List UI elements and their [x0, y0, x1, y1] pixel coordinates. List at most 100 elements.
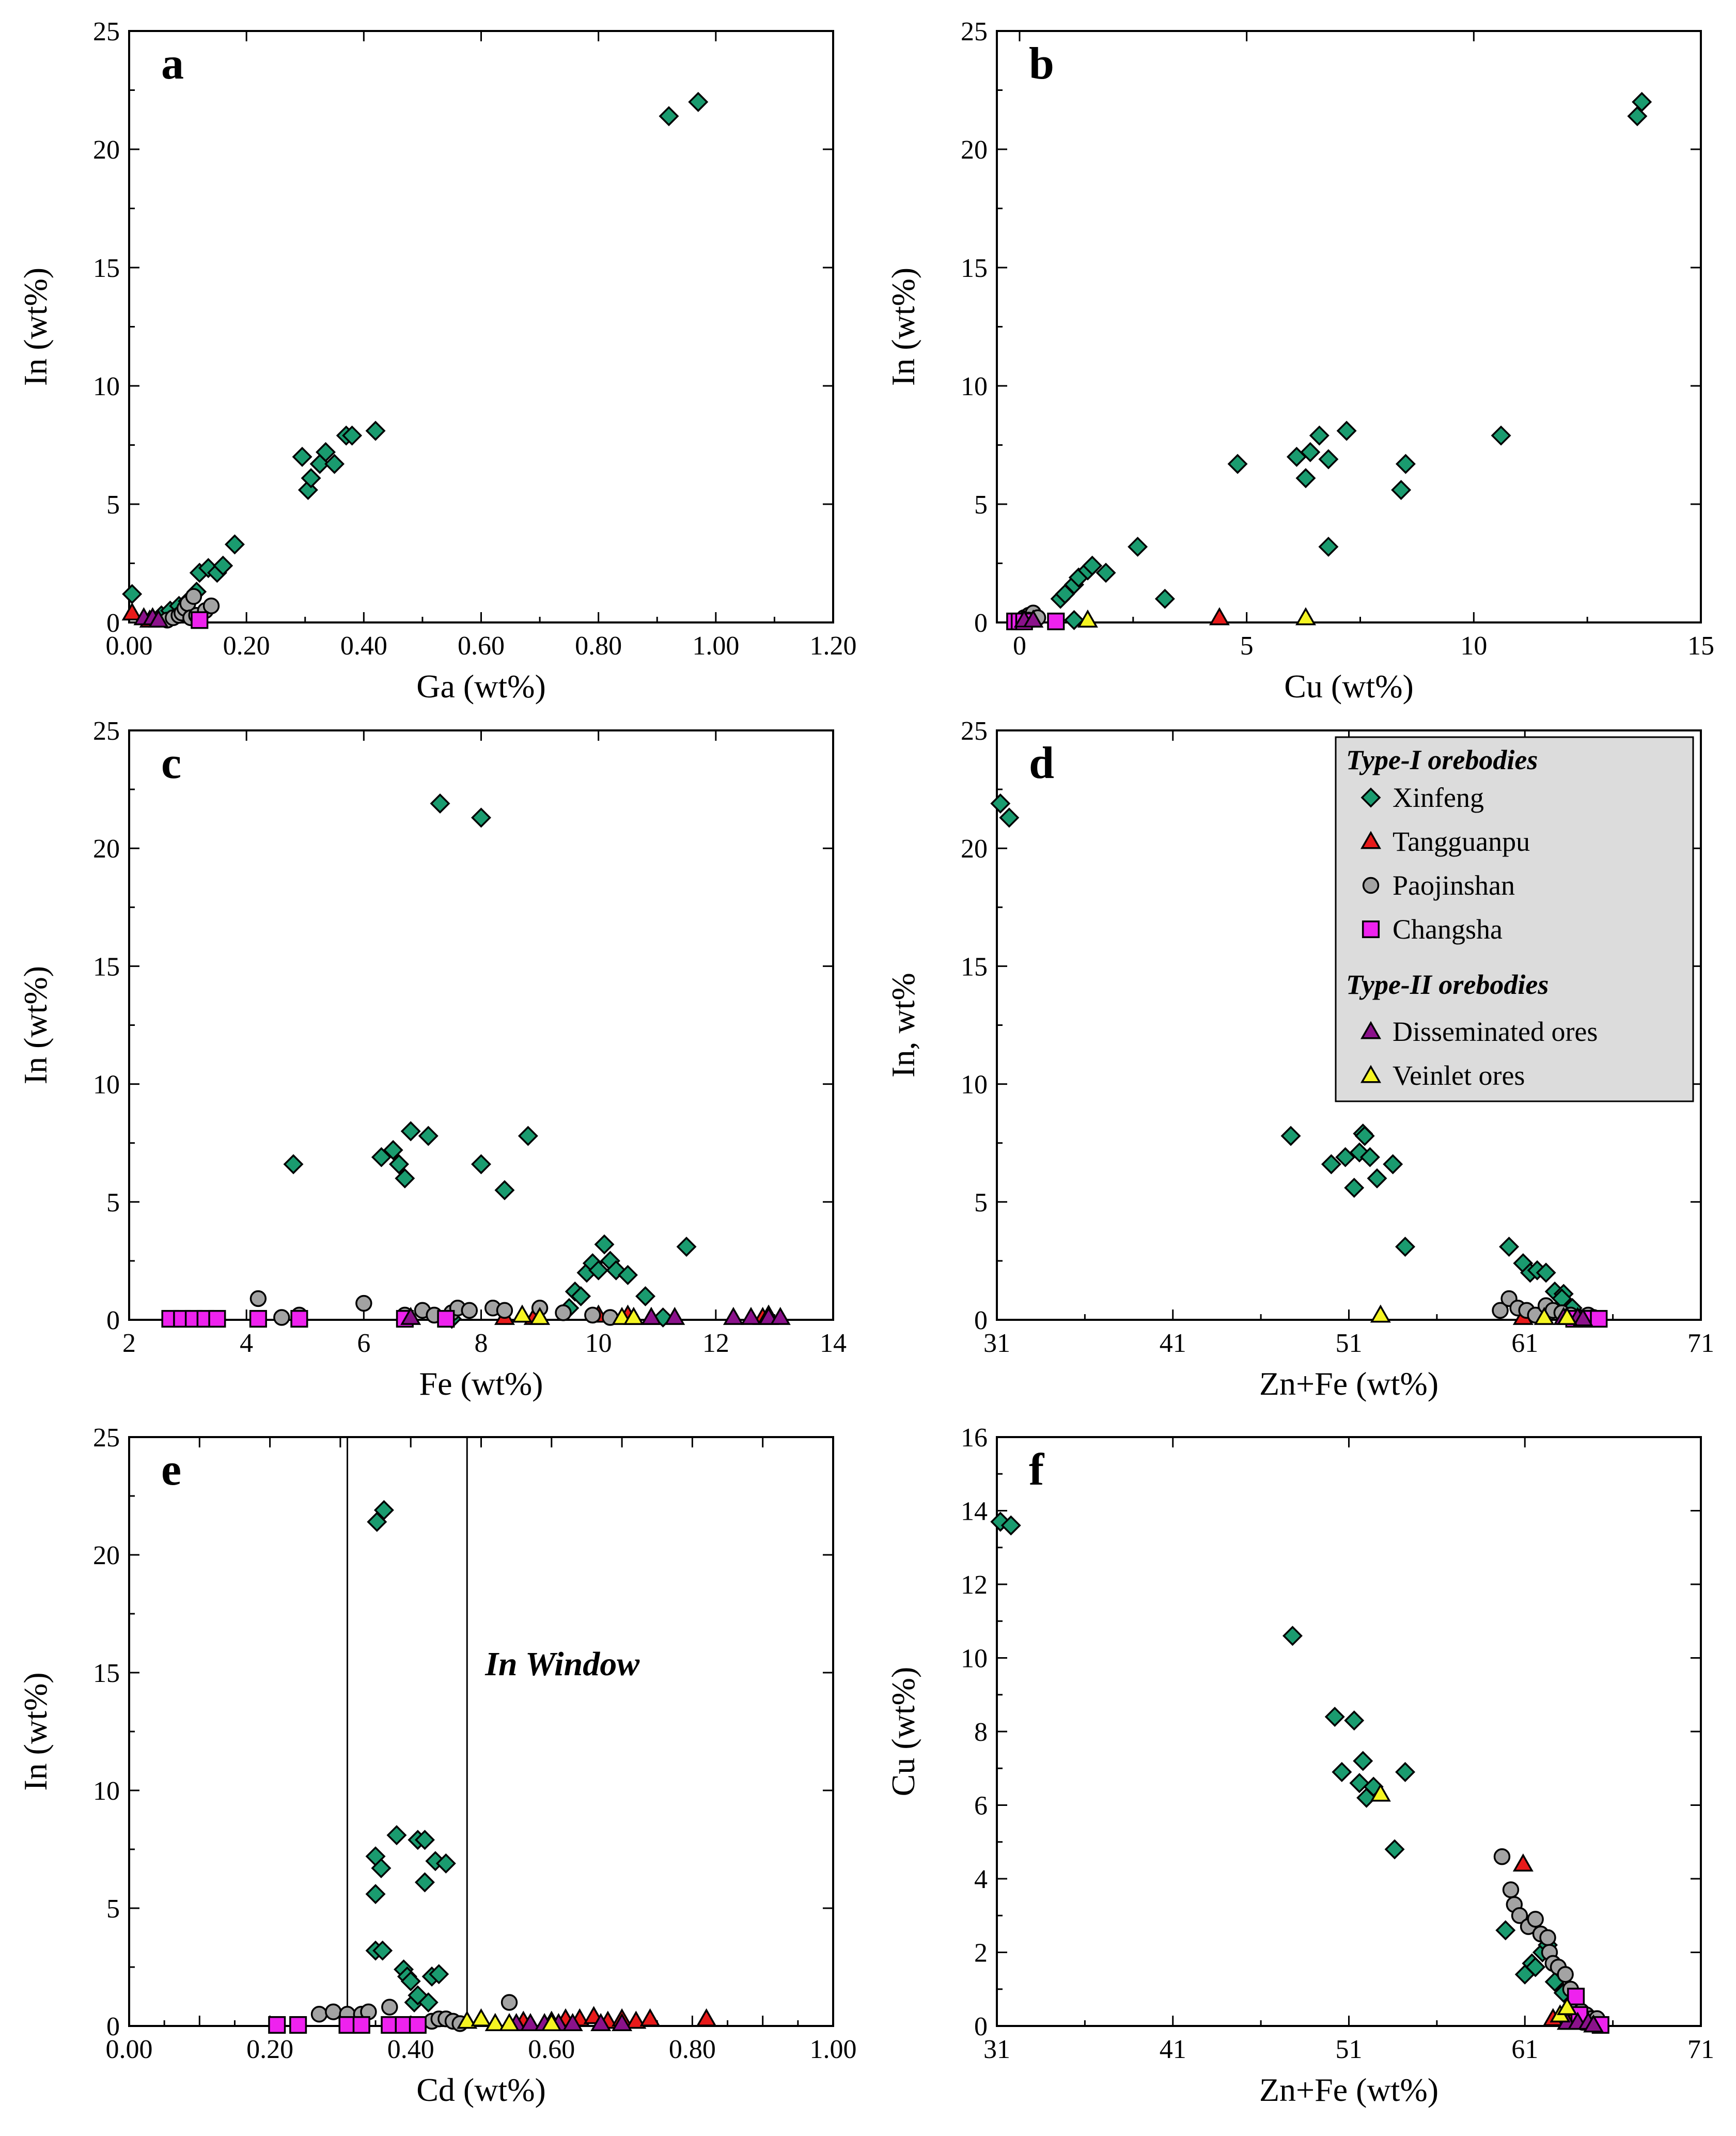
data-point-xinfeng	[471, 807, 491, 828]
data-point-paojinshan	[381, 1999, 398, 2016]
data-point-xinfeng	[1318, 536, 1339, 557]
series-xinfeng	[990, 1511, 1583, 2021]
y-axis-label: Cu (wt%)	[885, 1667, 921, 1797]
data-point-xinfeng	[1321, 1154, 1341, 1175]
data-point-veinlet-ores	[484, 2013, 506, 2031]
data-point-changsha	[437, 1309, 455, 1328]
legend-marker-paojinshan	[1362, 877, 1380, 894]
y-tick-label: 10	[961, 1644, 988, 1674]
x-tick-label: 51	[1336, 2035, 1363, 2064]
data-point-xinfeng	[1495, 1920, 1516, 1941]
data-point-xinfeng	[383, 1140, 403, 1160]
data-point-xinfeng	[414, 1830, 435, 1850]
data-point-tangguanpu	[639, 2008, 661, 2026]
data-point-xinfeng	[1491, 425, 1511, 446]
legend-box	[1335, 736, 1694, 1102]
y-tick-label: 10	[93, 372, 120, 401]
data-point-paojinshan	[185, 588, 202, 605]
y-tick-label: 25	[93, 716, 120, 746]
data-point-xinfeng	[1344, 1710, 1365, 1731]
legend-type2-title: Type-II orebodies	[1346, 969, 1549, 1000]
x-tick-label: 10	[1460, 631, 1487, 661]
data-point-xinfeng	[1318, 449, 1339, 470]
legend-label-disseminated-ores: Disseminated ores	[1393, 1016, 1598, 1047]
panel-letter: a	[161, 39, 184, 89]
data-point-xinfeng	[1395, 454, 1416, 474]
data-point-paojinshan	[584, 1306, 601, 1324]
y-tick-label: 6	[974, 1791, 988, 1821]
series-changsha	[268, 2016, 427, 2034]
data-point-xinfeng	[418, 1126, 439, 1146]
data-point-changsha	[208, 1309, 226, 1328]
legend-label-changsha: Changsha	[1393, 914, 1503, 945]
y-axis-label: In, wt%	[885, 973, 921, 1078]
legend-label-tangguanpu: Tangguanpu	[1393, 826, 1530, 857]
x-tick-label: 61	[1511, 2035, 1538, 2064]
panel-e: 0.00 0.20 0.40 0.60 0.80 1.00 0 5 10 15 20 25 Cd (wt…	[17, 1423, 857, 2108]
legend-label-paojinshan: Paojinshan	[1393, 870, 1515, 901]
y-tick-label: 20	[961, 834, 988, 864]
series-xinfeng	[283, 793, 697, 1329]
data-point-veinlet-ores	[511, 1304, 533, 1323]
x-axis-label: Ga (wt%)	[416, 668, 546, 705]
data-point-paojinshan	[273, 1309, 290, 1326]
x-tick-label: 71	[1687, 1329, 1714, 1358]
data-point-xinfeng	[408, 1985, 428, 2006]
data-point-tangguanpu	[1209, 607, 1230, 626]
data-point-xinfeng	[1395, 1237, 1416, 1257]
y-tick-label: 10	[961, 1070, 988, 1100]
x-tick-label: 0.20	[246, 2035, 293, 2064]
data-point-xinfeng	[283, 1154, 304, 1175]
series-veinlet-ores	[511, 1304, 644, 1325]
data-point-xinfeng	[414, 1872, 435, 1893]
data-point-disseminated-ores	[148, 609, 169, 628]
series-changsha	[1567, 1987, 1609, 2034]
data-point-veinlet-ores	[499, 2013, 520, 2031]
x-axis-label: Fe (wt%)	[419, 1365, 543, 1402]
x-tick-label: 41	[1160, 1329, 1186, 1358]
x-axis-label: Cd (wt%)	[416, 2071, 546, 2108]
y-tick-label: 15	[93, 1659, 120, 1688]
y-tick-label: 0	[974, 1306, 988, 1335]
y-tick-label: 0	[974, 609, 988, 638]
data-point-paojinshan	[496, 1302, 513, 1319]
x-tick-label: 71	[1687, 2035, 1714, 2064]
x-tick-label: 0.20	[223, 631, 270, 661]
data-point-xinfeng	[676, 1237, 697, 1257]
y-tick-label: 0	[106, 2012, 120, 2041]
data-point-veinlet-ores	[457, 2010, 478, 2029]
data-point-xinfeng	[1096, 563, 1116, 583]
data-point-xinfeng	[471, 1154, 491, 1175]
series-xinfeng	[122, 91, 709, 626]
y-tick-label: 2	[974, 1939, 988, 1968]
data-point-xinfeng	[316, 442, 336, 462]
data-point-xinfeng	[1309, 425, 1330, 446]
legend-type1-title: Type-I orebodies	[1346, 744, 1538, 775]
y-axis-label: In (wt%)	[17, 966, 54, 1084]
data-point-xinfeng	[1128, 536, 1148, 557]
y-tick-label: 0	[106, 1306, 120, 1335]
data-point-xinfeng	[430, 793, 450, 814]
data-point-disseminated-ores	[562, 2013, 583, 2031]
y-tick-label: 8	[974, 1718, 988, 1747]
x-tick-label: 31	[983, 1329, 1010, 1358]
x-tick-label: 6	[357, 1329, 370, 1358]
data-point-paojinshan	[355, 1295, 372, 1312]
y-axis-label: In (wt%)	[885, 268, 921, 386]
data-point-disseminated-ores	[1572, 1308, 1593, 1327]
data-point-disseminated-ores	[740, 1306, 761, 1325]
data-point-veinlet-ores	[529, 1306, 551, 1325]
data-point-xinfeng	[617, 1265, 638, 1285]
data-point-xinfeng	[213, 555, 233, 576]
series-xinfeng	[365, 1500, 456, 2013]
data-point-xinfeng	[1300, 442, 1321, 462]
x-tick-label: 31	[983, 2035, 1010, 2064]
x-tick-label: 0.40	[387, 2035, 434, 2064]
legend-marker-xinfeng	[1360, 787, 1381, 808]
series-veinlet-ores	[1370, 1304, 1578, 1325]
data-point-xinfeng	[571, 1286, 591, 1306]
series-changsha	[191, 611, 209, 629]
data-point-xinfeng	[494, 1180, 515, 1200]
y-tick-label: 10	[93, 1776, 120, 1806]
data-point-paojinshan	[555, 1304, 572, 1321]
